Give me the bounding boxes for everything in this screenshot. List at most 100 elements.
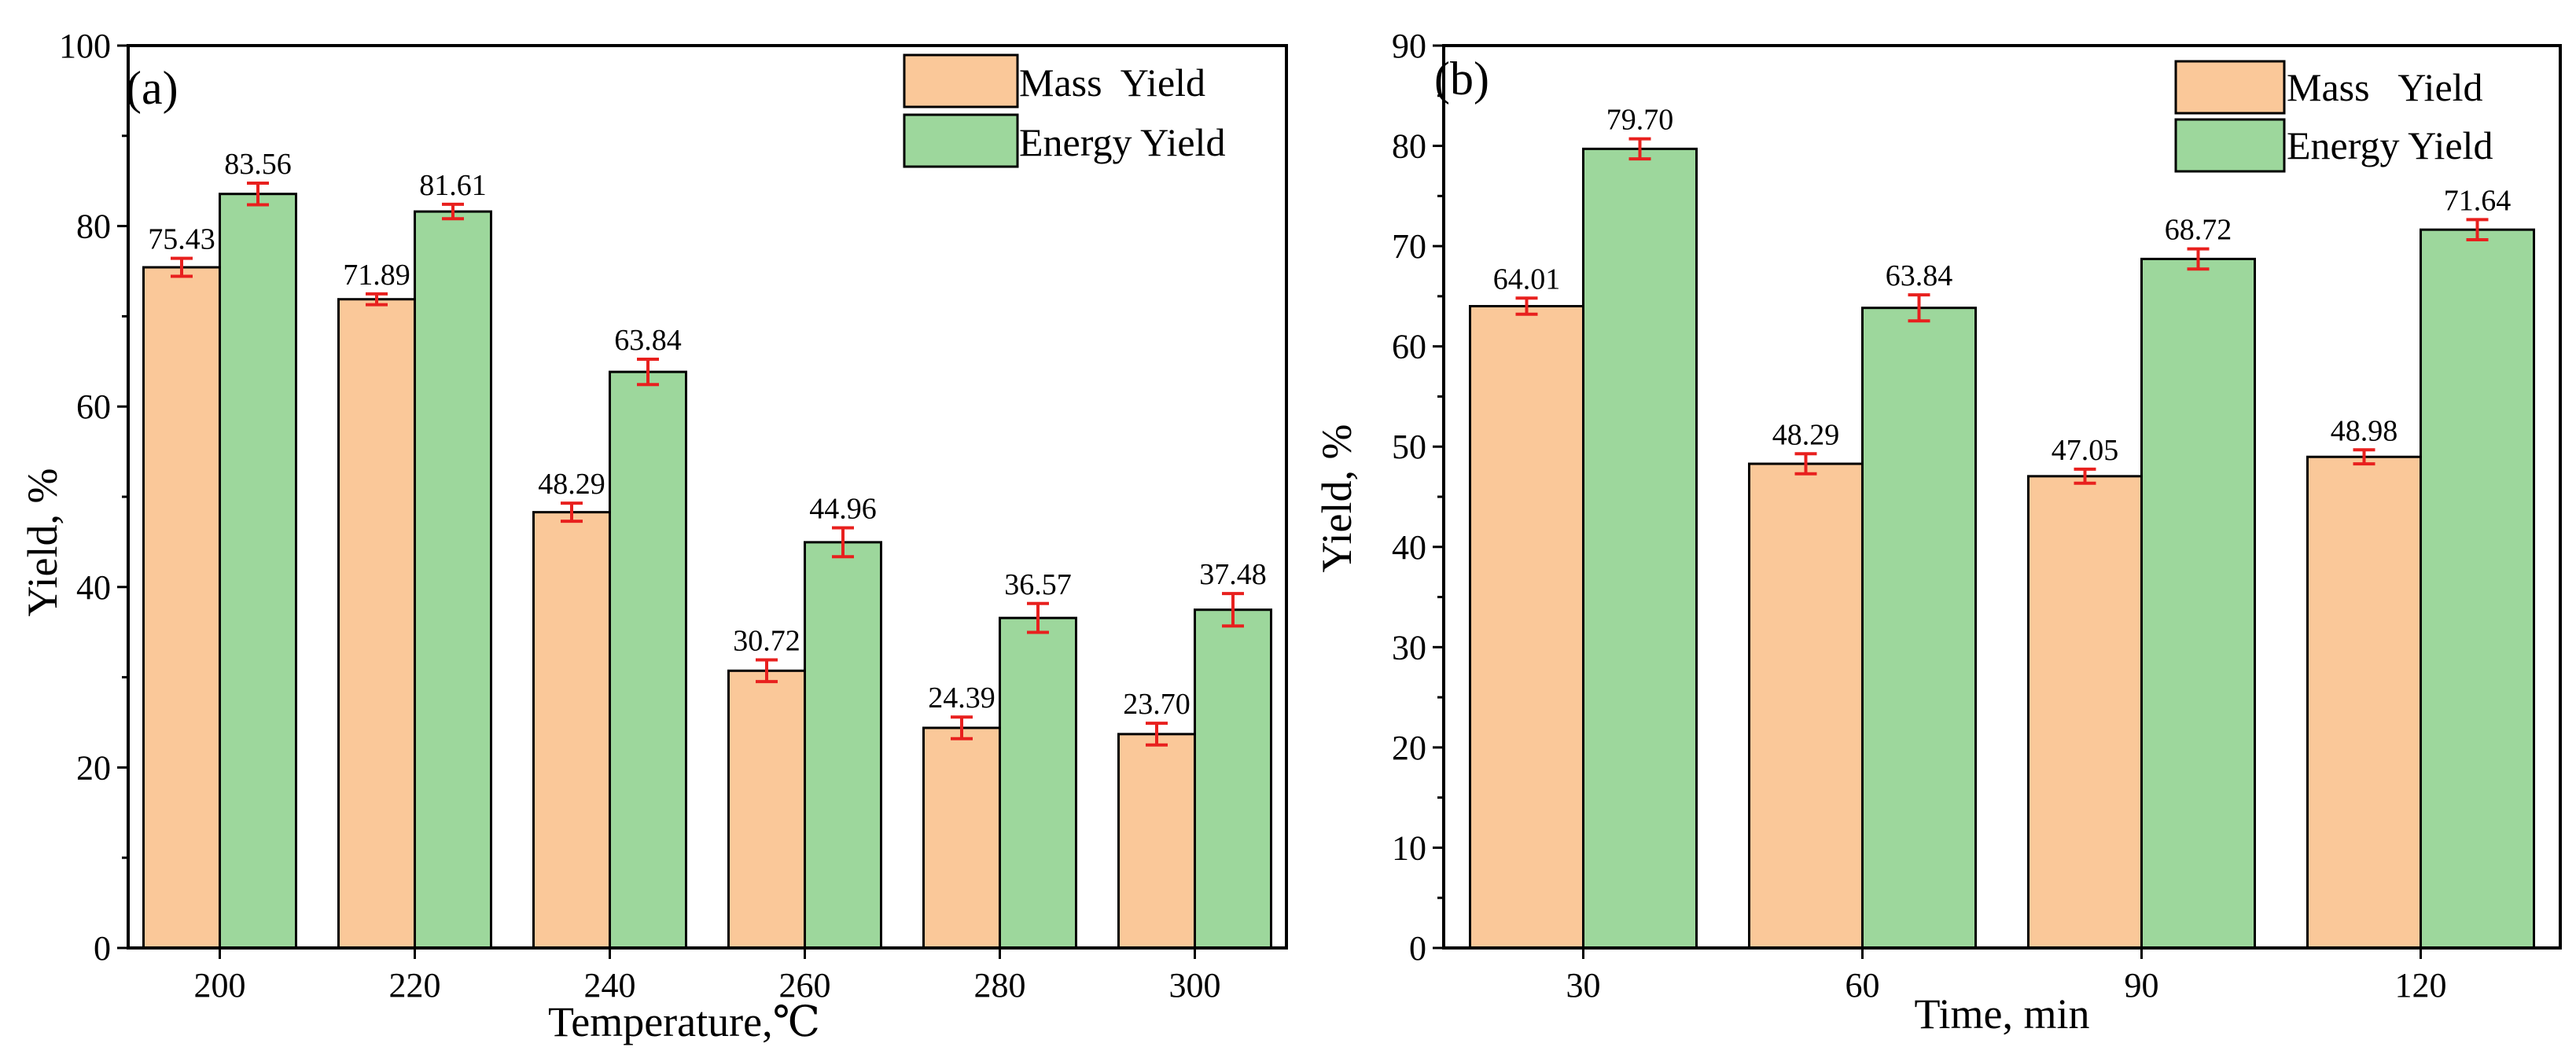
y-tick-label: 60 (1392, 328, 1426, 366)
y-tick-label: 90 (1392, 27, 1426, 65)
plot-frame (127, 44, 1288, 950)
error-bar (1146, 722, 1168, 747)
plot-area: 64.01 79.70 30 48.29 63.84 60 47.05 68.72 90 48.9… (1392, 27, 2562, 1005)
panel-b: (b) Time, min Yield, % Mass Yield Energy… (1313, 27, 2562, 1038)
x-tick-label: 300 (1169, 966, 1221, 1005)
x-tick-label: 260 (779, 966, 831, 1005)
bar-mass-yield (1748, 462, 1864, 950)
error-bar (561, 501, 583, 523)
data-label: 81.61 (419, 169, 487, 202)
legend-label-energy: Energy Yield (2287, 123, 2493, 167)
error-bar (2074, 467, 2096, 485)
bar-mass-yield (922, 726, 1001, 950)
data-label: 44.96 (809, 492, 877, 525)
bar-energy-yield (219, 193, 297, 950)
error-bar (1794, 452, 1817, 476)
x-tick-label: 200 (194, 966, 246, 1005)
data-label: 68.72 (2165, 214, 2232, 247)
error-bar (1908, 293, 1930, 323)
y-tick-label: 100 (59, 27, 111, 65)
error-bar (1222, 592, 1244, 628)
error-bar (2187, 247, 2210, 271)
legend-label-mass: Mass Yield (1019, 61, 1205, 105)
bar-mass-yield (1117, 733, 1196, 950)
x-tick-label: 280 (974, 966, 1026, 1005)
data-label: 37.48 (1199, 558, 1267, 591)
panel-label: (a) (126, 62, 178, 114)
data-label: 71.89 (343, 259, 410, 292)
plot-area: 75.4383.5620071.8981.6122048.2963.842403… (59, 27, 1288, 1005)
data-label: 64.01 (1493, 263, 1561, 296)
y-tick-label: 50 (1392, 428, 1426, 466)
error-bar (1027, 601, 1049, 634)
y-tick-label: 70 (1392, 227, 1426, 266)
legend-swatch-mass (903, 53, 1019, 108)
y-tick-label: 0 (94, 929, 111, 968)
bar-energy-yield (999, 616, 1077, 950)
error-bar (442, 202, 464, 221)
data-label: 23.70 (1123, 688, 1190, 721)
x-tick-label: 60 (1846, 966, 1880, 1005)
legend: Mass Yield Energy Yield (903, 53, 1225, 168)
bar-energy-yield (804, 541, 882, 950)
data-label: 36.57 (1004, 568, 1072, 601)
error-bar (756, 658, 778, 684)
y-tick-label: 30 (1392, 628, 1426, 667)
error-bar (247, 181, 269, 207)
legend-swatch-energy (903, 113, 1019, 168)
data-label: 48.29 (538, 468, 605, 501)
bar-mass-yield (337, 298, 416, 950)
data-label: 47.05 (2052, 434, 2119, 467)
error-bar (1515, 296, 1538, 316)
data-label: 24.39 (928, 681, 995, 715)
error-bar (2466, 218, 2489, 241)
legend-label-mass: Mass Yield (2287, 65, 2483, 109)
data-label: 63.84 (614, 324, 682, 357)
y-tick-label: 80 (1392, 127, 1426, 166)
bar-mass-yield (532, 511, 611, 950)
y-tick-label: 80 (76, 208, 111, 246)
bar-mass-yield (142, 266, 221, 950)
data-label: 48.29 (1772, 418, 1840, 451)
x-axis-label: Temperature,℃ (548, 998, 820, 1045)
data-label: 71.64 (2444, 184, 2512, 217)
x-tick-label: 220 (389, 966, 441, 1005)
y-tick-label: 10 (1392, 828, 1426, 867)
data-label: 30.72 (733, 625, 800, 658)
bar-mass-yield (1469, 305, 1584, 950)
legend-label-energy: Energy Yield (1019, 120, 1225, 164)
legend-swatch-energy (2174, 118, 2286, 173)
x-tick-label: 30 (1566, 966, 1601, 1005)
data-label: 63.84 (1886, 259, 1953, 292)
legend: Mass Yield Energy Yield (2174, 60, 2493, 173)
y-tick-label: 40 (76, 568, 111, 607)
y-tick-label: 60 (76, 388, 111, 426)
data-label: 83.56 (224, 148, 292, 181)
legend-swatch-mass (2174, 60, 2286, 115)
error-bar (2353, 448, 2375, 466)
error-bar (1628, 137, 1651, 161)
bar-energy-yield (414, 210, 492, 950)
data-label: 79.70 (1606, 104, 1674, 137)
error-bar (637, 358, 659, 387)
x-axis-label: Time, min (1914, 990, 2089, 1038)
error-bar (366, 292, 388, 307)
y-tick-label: 40 (1392, 528, 1426, 567)
y-tick-label: 0 (1409, 929, 1426, 968)
y-tick-label: 20 (1392, 729, 1426, 767)
bar-mass-yield (2027, 475, 2143, 950)
y-axis-label: Yield, % (1313, 424, 1360, 573)
error-bar (171, 256, 193, 278)
x-tick-label: 120 (2395, 966, 2447, 1005)
bar-energy-yield (1861, 307, 1977, 950)
bar-energy-yield (2140, 257, 2256, 950)
bar-energy-yield (2420, 228, 2535, 950)
plot-frame (1442, 44, 2562, 950)
bar-energy-yield (1194, 608, 1272, 950)
bar-mass-yield (727, 669, 806, 950)
x-tick-label: 90 (2125, 966, 2159, 1005)
bar-mass-yield (2306, 455, 2422, 950)
panel-a: (a) Temperature,℃ Yield, % Mass Yield En… (19, 27, 1288, 1045)
data-label: 75.43 (148, 223, 215, 256)
